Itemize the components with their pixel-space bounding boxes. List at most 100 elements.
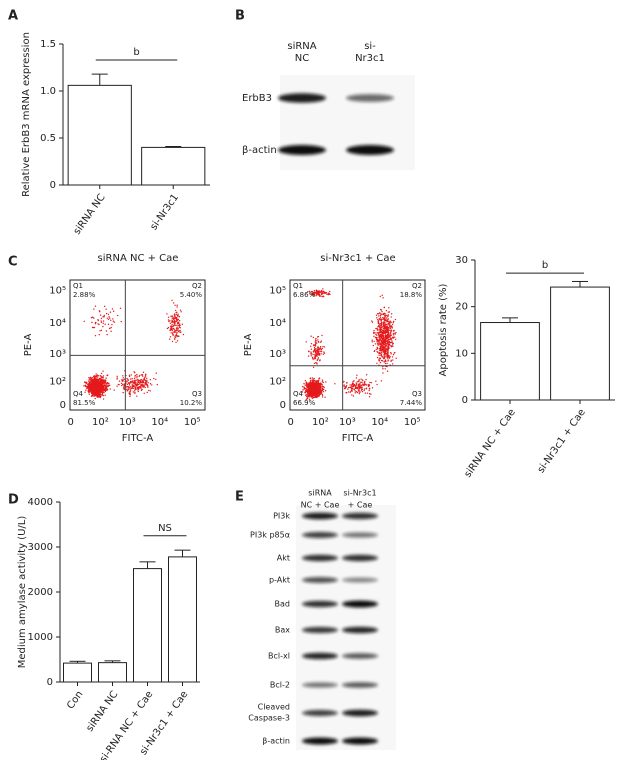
dot bbox=[357, 388, 360, 390]
dot bbox=[100, 320, 102, 322]
dot bbox=[305, 385, 308, 387]
dot bbox=[316, 336, 319, 338]
dot bbox=[177, 313, 179, 315]
dot bbox=[143, 379, 145, 381]
quadrant-percent: 18.8% bbox=[400, 291, 423, 299]
dot bbox=[109, 327, 111, 330]
dot bbox=[310, 342, 313, 345]
dot bbox=[145, 373, 147, 376]
bar bbox=[141, 146, 206, 186]
dot bbox=[166, 313, 168, 315]
dot bbox=[174, 331, 176, 334]
dot bbox=[136, 381, 138, 383]
dot bbox=[118, 380, 121, 382]
dot bbox=[358, 389, 360, 392]
dot bbox=[388, 326, 390, 329]
dot bbox=[146, 379, 148, 382]
dot bbox=[143, 385, 146, 387]
dot bbox=[133, 381, 136, 383]
dot bbox=[93, 387, 95, 390]
dot bbox=[378, 359, 380, 362]
dot bbox=[359, 382, 361, 385]
quadrant-percent: 81.5% bbox=[73, 399, 96, 407]
dot bbox=[104, 323, 106, 325]
dot bbox=[356, 381, 358, 383]
dot bbox=[388, 338, 391, 341]
dot bbox=[361, 379, 364, 382]
dot bbox=[100, 383, 103, 385]
dot bbox=[134, 376, 136, 378]
dot bbox=[386, 370, 389, 372]
dot bbox=[379, 344, 381, 346]
dot bbox=[166, 327, 169, 330]
dot bbox=[96, 376, 99, 378]
band bbox=[342, 626, 378, 634]
dot bbox=[384, 331, 386, 334]
dot bbox=[113, 389, 115, 391]
dot bbox=[116, 314, 119, 317]
dot bbox=[100, 321, 103, 324]
dot bbox=[379, 295, 381, 298]
dot bbox=[134, 389, 136, 392]
dot bbox=[126, 383, 129, 386]
dot bbox=[320, 390, 323, 392]
dot bbox=[314, 344, 316, 346]
dot bbox=[354, 390, 356, 392]
dot bbox=[361, 381, 363, 384]
quadrant-name: Q3 bbox=[412, 390, 422, 398]
dot bbox=[94, 390, 97, 393]
dot bbox=[179, 331, 181, 333]
dot bbox=[314, 388, 316, 390]
dot bbox=[98, 333, 100, 336]
dot bbox=[380, 359, 383, 362]
dot bbox=[135, 383, 138, 385]
band bbox=[302, 577, 338, 583]
dot bbox=[350, 390, 352, 392]
dot bbox=[383, 306, 386, 309]
dot bbox=[370, 393, 372, 395]
dot bbox=[316, 385, 319, 387]
protein-label: p-Akt bbox=[269, 576, 290, 585]
dot bbox=[98, 388, 100, 390]
dot bbox=[98, 323, 100, 326]
x-tick-label: 10³ bbox=[339, 417, 356, 428]
dot bbox=[306, 392, 309, 394]
dot bbox=[91, 316, 94, 318]
dot bbox=[387, 328, 390, 330]
quadrant-name: Q2 bbox=[412, 282, 422, 290]
band bbox=[302, 531, 338, 539]
dot bbox=[386, 336, 388, 339]
x-tick-label: Con bbox=[65, 689, 85, 711]
dot bbox=[120, 320, 122, 323]
significance-label: b bbox=[133, 47, 139, 58]
dot bbox=[320, 340, 323, 342]
dot bbox=[321, 394, 324, 396]
dot bbox=[175, 341, 177, 343]
dot bbox=[392, 342, 394, 345]
protein-label: Bad bbox=[275, 600, 290, 609]
dot bbox=[356, 374, 358, 376]
dot bbox=[172, 333, 174, 335]
dot bbox=[93, 379, 95, 381]
dot bbox=[105, 308, 107, 310]
band bbox=[346, 145, 394, 155]
band bbox=[302, 512, 338, 520]
dot bbox=[137, 378, 139, 381]
dot bbox=[304, 379, 307, 382]
dot bbox=[178, 324, 180, 327]
protein-label: ErbB3 bbox=[242, 93, 272, 104]
dot bbox=[103, 314, 105, 317]
dot bbox=[352, 381, 354, 383]
dot bbox=[366, 392, 369, 394]
dot bbox=[378, 320, 380, 322]
dot bbox=[103, 305, 106, 308]
dot bbox=[127, 379, 129, 381]
dot bbox=[144, 375, 147, 377]
dot bbox=[313, 344, 315, 346]
dot bbox=[316, 359, 318, 362]
dot bbox=[89, 384, 92, 386]
dot bbox=[91, 380, 94, 383]
x-tick-label: siRNA NC bbox=[84, 689, 120, 734]
dot bbox=[321, 347, 323, 350]
dot bbox=[307, 382, 309, 384]
